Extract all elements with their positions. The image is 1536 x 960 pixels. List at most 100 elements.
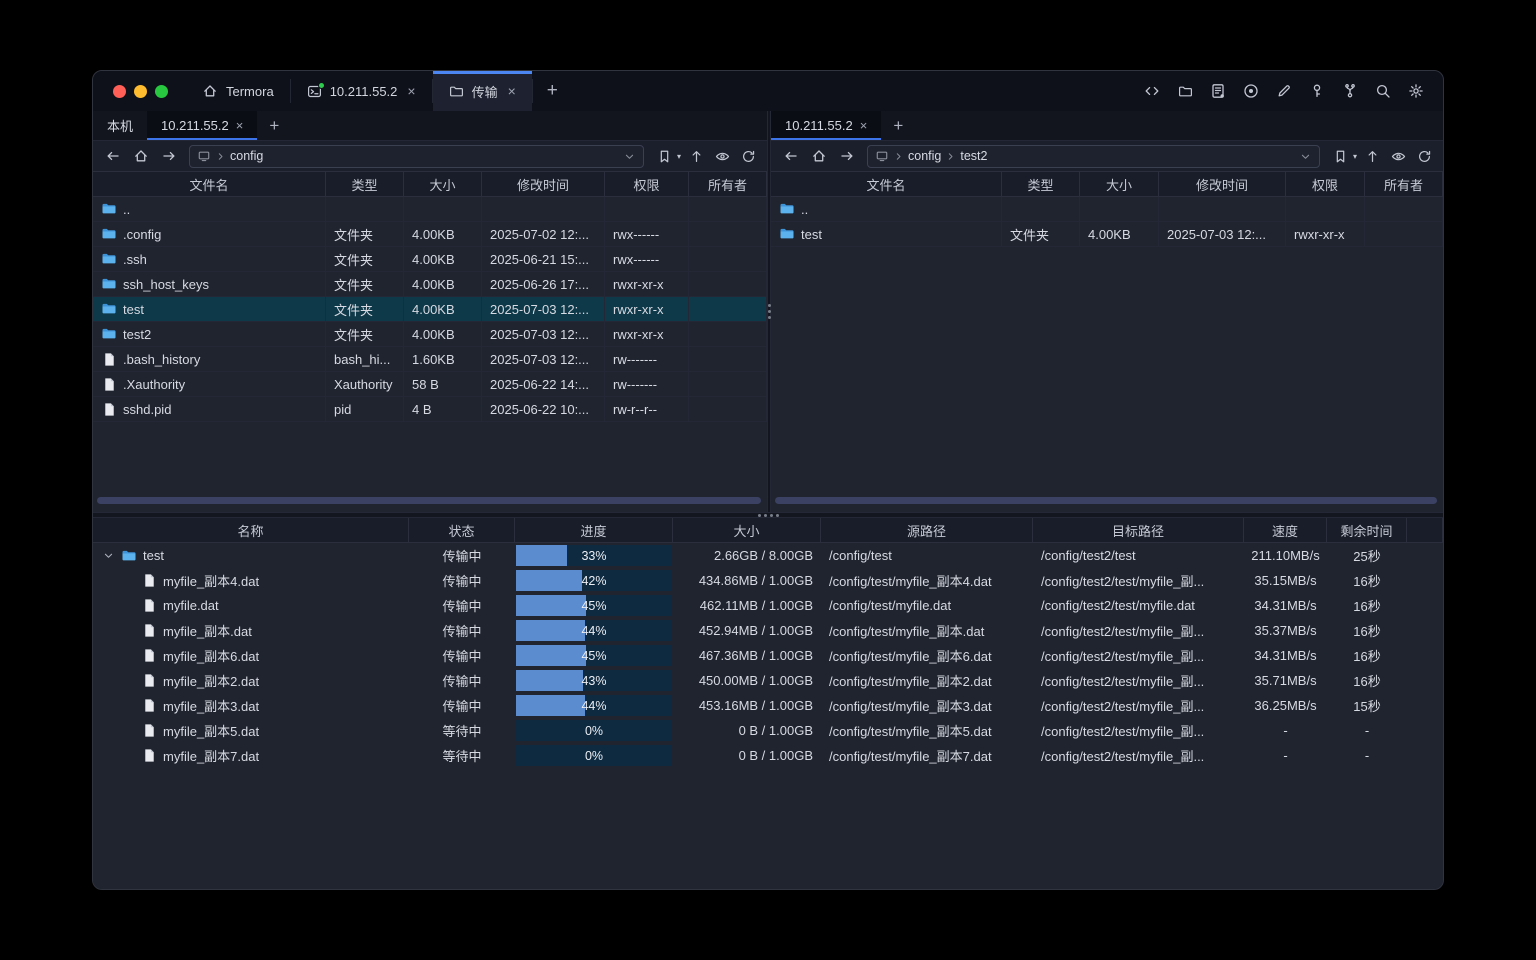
column-header[interactable]: 类型 xyxy=(326,172,404,196)
transfer-row[interactable]: myfile.dat 传输中 45% 462.11MB / 1.00GB/config… xyxy=(93,593,1443,618)
tab-divider xyxy=(289,79,291,103)
key-icon[interactable] xyxy=(1304,78,1330,104)
forward-button[interactable] xyxy=(835,144,859,168)
column-header[interactable]: 剩余时间 xyxy=(1327,518,1407,542)
upload-button[interactable] xyxy=(685,144,707,168)
breadcrumb-segment[interactable]: config xyxy=(230,149,264,163)
file-size: 4.00KB xyxy=(1080,222,1159,246)
column-header[interactable]: 所有者 xyxy=(689,172,767,196)
transfer-row[interactable]: myfile_副本6.dat 传输中 45% 467.36MB / 1.00GB/co… xyxy=(93,643,1443,668)
refresh-button[interactable] xyxy=(1413,144,1435,168)
close-window-button[interactable] xyxy=(113,84,126,98)
column-header[interactable]: 速度 xyxy=(1244,518,1327,542)
home-button[interactable] xyxy=(807,144,831,168)
chevron-down-icon[interactable] xyxy=(1299,150,1312,163)
transfer-row[interactable]: myfile_副本5.dat 等待中 0% 0 B / 1.00GB/config/t… xyxy=(93,718,1443,743)
fork-icon[interactable] xyxy=(1337,78,1363,104)
file-row[interactable]: test 文件夹 4.00KB 2025-07-03 12:... rwxr-xr-x xyxy=(771,222,1443,247)
zoom-window-button[interactable] xyxy=(155,84,168,98)
horizontal-splitter[interactable] xyxy=(93,512,1443,518)
upload-button[interactable] xyxy=(1361,144,1383,168)
tab-home[interactable]: Termora xyxy=(186,71,290,111)
file-row[interactable]: .ssh 文件夹 4.00KB 2025-06-21 15:... rwx------ xyxy=(93,247,767,272)
tab-transfer[interactable]: 传输 × xyxy=(432,71,533,111)
transfer-status: 传输中 xyxy=(442,574,482,589)
column-header[interactable]: 名称 xyxy=(93,518,409,542)
close-tab-icon[interactable]: × xyxy=(407,83,416,99)
transfer-progress-cell: 0% xyxy=(515,743,673,768)
tab-session[interactable]: 10.211.55.2 × xyxy=(291,71,432,111)
new-panel-tab-button[interactable]: + xyxy=(893,115,904,135)
close-tab-icon[interactable]: × xyxy=(859,118,868,133)
bookmark-button[interactable]: ▾ xyxy=(654,144,681,168)
transfer-row[interactable]: myfile_副本3.dat 传输中 44% 453.16MB / 1.00GB/co… xyxy=(93,693,1443,718)
breadcrumb-segment[interactable]: test2 xyxy=(960,149,988,163)
column-header[interactable]: 权限 xyxy=(605,172,689,196)
transfer-row[interactable]: myfile_副本4.dat 传输中 42% 434.86MB / 1.00GB/co… xyxy=(93,568,1443,593)
column-header[interactable]: 修改时间 xyxy=(1159,172,1286,196)
column-header[interactable]: 进度 xyxy=(515,518,673,542)
column-header[interactable]: 所有者 xyxy=(1365,172,1443,196)
file-row[interactable]: sshd.pid pid 4 B 2025-06-22 10:... rw-r--r-- xyxy=(93,397,767,422)
breadcrumb-segment[interactable]: config xyxy=(908,149,942,163)
file-row[interactable]: test2 文件夹 4.00KB 2025-07-03 12:... rwxr-xr-x xyxy=(93,322,767,347)
horizontal-scrollbar[interactable] xyxy=(775,497,1437,504)
column-header[interactable]: 大小 xyxy=(1080,172,1159,196)
back-button[interactable] xyxy=(779,144,803,168)
column-header[interactable]: 文件名 xyxy=(93,172,326,196)
bookmark-button[interactable]: ▾ xyxy=(1330,144,1357,168)
file-row[interactable]: ssh_host_keys 文件夹 4.00KB 2025-06-26 17:... r… xyxy=(93,272,767,297)
new-tab-button[interactable]: + xyxy=(546,80,558,101)
file-row[interactable]: .Xauthority Xauthority 58 B 2025-06-22 14:.… xyxy=(93,372,767,397)
refresh-button[interactable] xyxy=(737,144,759,168)
file-row[interactable]: .. xyxy=(771,197,1443,222)
column-header[interactable]: 大小 xyxy=(673,518,821,542)
forward-button[interactable] xyxy=(157,144,181,168)
show-hidden-button[interactable] xyxy=(711,144,733,168)
column-header[interactable]: 目标路径 xyxy=(1033,518,1244,542)
file-row[interactable]: .. xyxy=(93,197,767,222)
column-header[interactable]: 修改时间 xyxy=(482,172,605,196)
home-button[interactable] xyxy=(129,144,153,168)
back-button[interactable] xyxy=(101,144,125,168)
transfer-row[interactable]: test 传输中 33% 2.66GB / 8.00GB/config/test/co… xyxy=(93,543,1443,568)
transfer-speed: 36.25MB/s xyxy=(1254,698,1317,713)
path-breadcrumb[interactable]: config xyxy=(189,144,644,168)
code-icon[interactable] xyxy=(1139,78,1165,104)
pencil-icon[interactable] xyxy=(1271,78,1297,104)
column-header[interactable]: 大小 xyxy=(404,172,482,196)
progress-label: 45% xyxy=(581,648,607,663)
panel-tab[interactable]: 10.211.55.2 × xyxy=(147,111,258,140)
record-icon[interactable] xyxy=(1238,78,1264,104)
close-tab-icon[interactable]: × xyxy=(235,118,244,133)
column-header[interactable]: 状态 xyxy=(409,518,515,542)
new-panel-tab-button[interactable]: + xyxy=(269,115,280,135)
column-header[interactable]: 类型 xyxy=(1002,172,1080,196)
minimize-window-button[interactable] xyxy=(134,84,147,98)
file-owner xyxy=(689,372,767,396)
expand-chevron-icon[interactable] xyxy=(101,549,115,563)
column-header[interactable]: 文件名 xyxy=(771,172,1002,196)
panel-tab[interactable]: 10.211.55.2 × xyxy=(771,111,882,140)
close-tab-icon[interactable]: × xyxy=(507,83,516,99)
file-row[interactable]: .bash_history bash_hi... 1.60KB 2025-07-03 … xyxy=(93,347,767,372)
gear-icon[interactable] xyxy=(1403,78,1429,104)
panel-tab[interactable]: 本机 xyxy=(93,111,147,140)
horizontal-scrollbar[interactable] xyxy=(97,497,761,504)
search-icon[interactable] xyxy=(1370,78,1396,104)
journal-icon[interactable] xyxy=(1205,78,1231,104)
folder-icon[interactable] xyxy=(1172,78,1198,104)
column-header[interactable]: 源路径 xyxy=(821,518,1033,542)
transfer-row[interactable]: myfile_副本2.dat 传输中 43% 450.00MB / 1.00GB/co… xyxy=(93,668,1443,693)
file-row[interactable]: test 文件夹 4.00KB 2025-07-03 12:... rwxr-xr-x xyxy=(93,297,767,322)
path-breadcrumb[interactable]: config test2 xyxy=(867,144,1320,168)
transfer-row[interactable]: myfile_副本.dat 传输中 44% 452.94MB / 1.00GB/con… xyxy=(93,618,1443,643)
show-hidden-button[interactable] xyxy=(1387,144,1409,168)
transfer-speed: 34.31MB/s xyxy=(1254,648,1317,663)
transfer-row[interactable]: myfile_副本7.dat 等待中 0% 0 B / 1.00GB/config/t… xyxy=(93,743,1443,768)
column-header[interactable]: 权限 xyxy=(1286,172,1365,196)
file-row[interactable]: .config 文件夹 4.00KB 2025-07-02 12:... rwx----… xyxy=(93,222,767,247)
chevron-down-icon[interactable] xyxy=(623,150,636,163)
file-icon xyxy=(101,351,117,367)
vertical-splitter[interactable] xyxy=(767,111,771,512)
